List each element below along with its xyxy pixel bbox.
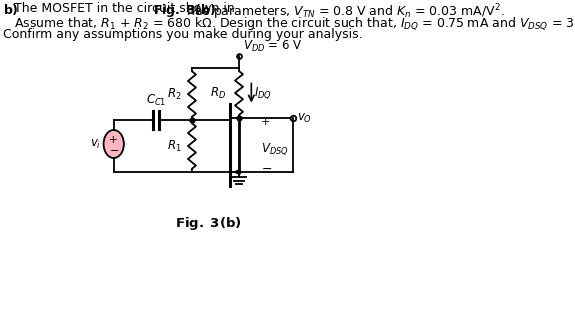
Text: $R_1$: $R_1$ xyxy=(167,138,182,154)
Text: $-$: $-$ xyxy=(109,144,119,154)
Text: $v_O$: $v_O$ xyxy=(297,112,312,125)
Text: $-$: $-$ xyxy=(260,161,272,174)
Text: $\mathbf{Fig.\ 3(b)}$: $\mathbf{Fig.\ 3(b)}$ xyxy=(175,215,242,232)
Text: +: + xyxy=(260,117,270,127)
Text: Assume that, $R_1$ + $R_2$ = 680 k$\Omega$. Design the circuit such that, $I_{DQ: Assume that, $R_1$ + $R_2$ = 680 k$\Omeg… xyxy=(14,15,575,32)
Text: $\mathbf{Fig.\ 3(b)}$: $\mathbf{Fig.\ 3(b)}$ xyxy=(153,2,216,19)
Text: $I_{DQ}$: $I_{DQ}$ xyxy=(254,85,272,101)
Text: $\mathbf{b)}$: $\mathbf{b)}$ xyxy=(3,2,18,17)
Text: has parameters, $V_{TN}$ = 0.8 V and $K_n$ = 0.03 mA/V$^2$.: has parameters, $V_{TN}$ = 0.8 V and $K_… xyxy=(182,2,504,21)
Text: $R_2$: $R_2$ xyxy=(167,87,182,101)
Text: $C_{C1}$: $C_{C1}$ xyxy=(145,93,166,108)
Text: Confirm any assumptions you make during your analysis.: Confirm any assumptions you make during … xyxy=(3,28,362,41)
Text: $V_{DSQ}$: $V_{DSQ}$ xyxy=(260,141,289,157)
Circle shape xyxy=(104,130,124,158)
Text: The MOSFET in the circuit shown in: The MOSFET in the circuit shown in xyxy=(14,2,239,15)
Text: $v_i$: $v_i$ xyxy=(90,137,101,150)
Text: +: + xyxy=(109,135,118,145)
Text: $R_D$: $R_D$ xyxy=(210,85,226,100)
Text: $V_{DD}$ = 6 V: $V_{DD}$ = 6 V xyxy=(243,39,302,54)
